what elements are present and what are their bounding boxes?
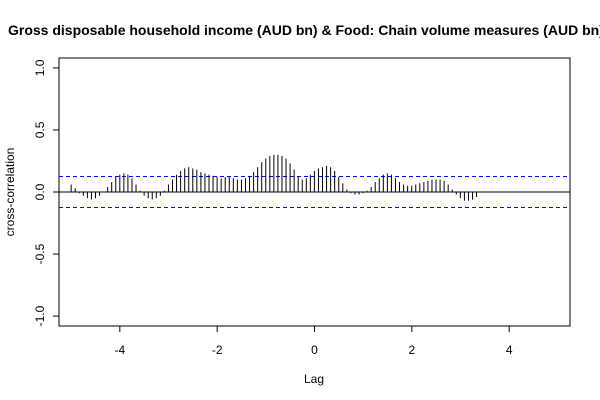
- y-tick-label: 0.0: [33, 183, 47, 200]
- x-tick-label: 4: [506, 343, 513, 357]
- x-tick-label: 2: [408, 343, 415, 357]
- y-tick-label: -0.5: [33, 243, 47, 264]
- y-axis: -1.0 -0.5 0.0 0.5 1.0: [33, 59, 60, 326]
- x-tick-label: -2: [212, 343, 223, 357]
- x-axis: -4 -2 0 2 4: [114, 325, 513, 357]
- chart-title: Gross disposable household income (AUD b…: [8, 22, 600, 38]
- y-tick-label: -1.0: [33, 305, 47, 326]
- y-axis-label: cross-correlation: [3, 148, 17, 237]
- y-tick-label: 1.0: [33, 59, 47, 76]
- x-tick-label: -4: [114, 343, 125, 357]
- x-tick-label: 0: [311, 343, 318, 357]
- x-axis-label: Lag: [304, 372, 324, 386]
- y-tick-label: 0.5: [33, 121, 47, 138]
- correlation-bars: [70, 154, 478, 201]
